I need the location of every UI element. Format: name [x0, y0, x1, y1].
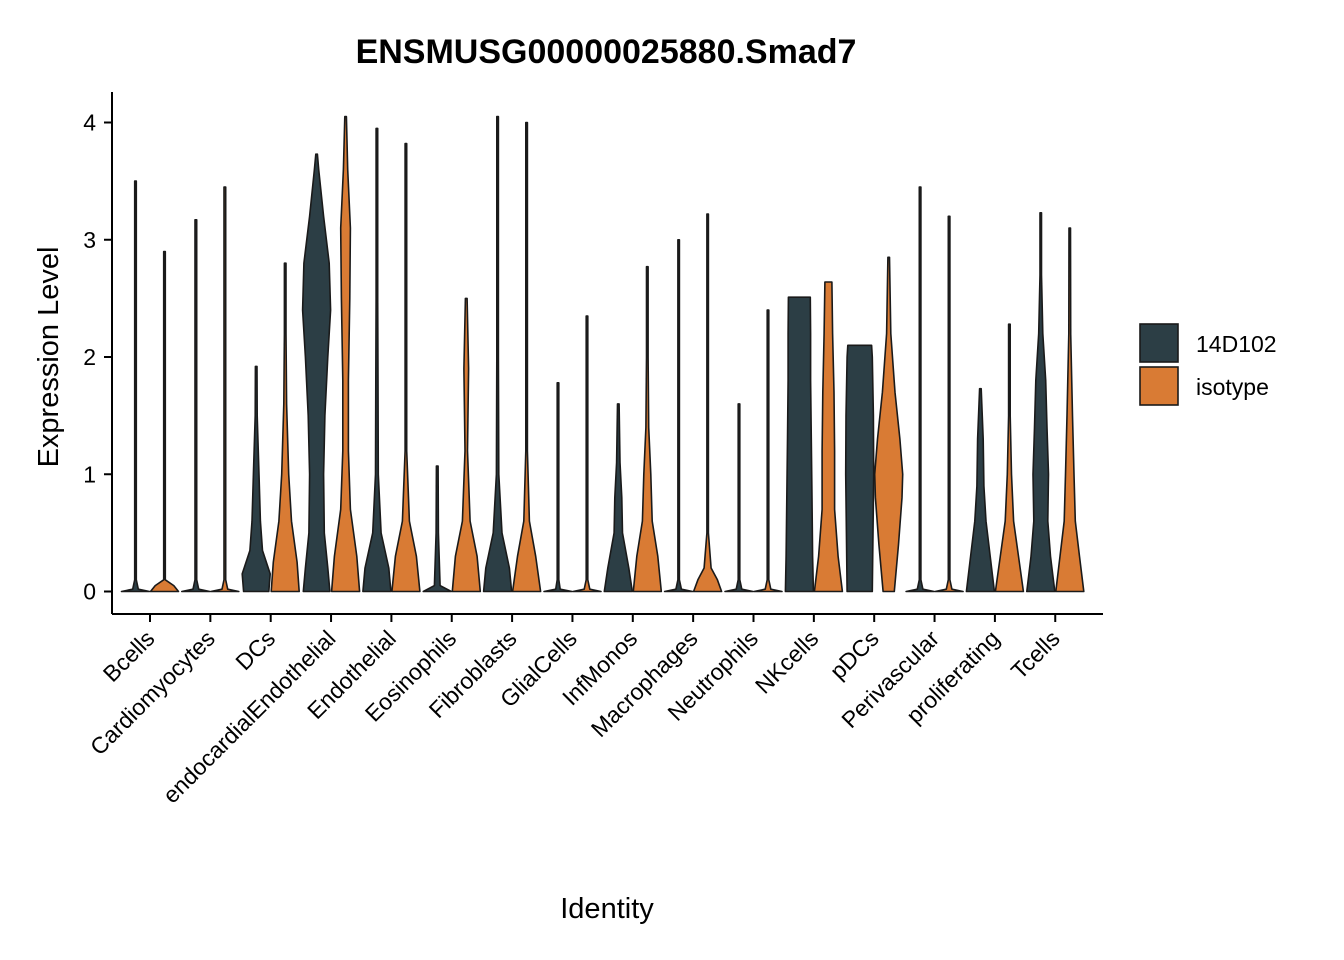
y-axis-title: Expression Level: [33, 247, 65, 468]
violin-Endothelial-isotype: [391, 142, 421, 593]
violin-Tcells-isotype: [1055, 227, 1085, 593]
violin-proliferating-isotype: [994, 323, 1025, 593]
legend-swatch: [1139, 323, 1179, 363]
violin-Neutrophils-isotype: [753, 309, 783, 593]
violin-Eosinophils-isotype: [451, 297, 482, 593]
violin-NKcells-isotype: [813, 281, 844, 593]
violin-Eosinophils-14D102: [422, 465, 453, 593]
violin-Fibroblasts-isotype: [511, 121, 542, 593]
y-tick-label: 4: [83, 110, 96, 136]
violin-Perivascular-isotype: [934, 215, 964, 593]
violin-Perivascular-14D102: [905, 186, 935, 593]
violin-endocardialEndothelial-isotype: [330, 115, 361, 593]
legend-swatch: [1139, 366, 1179, 406]
violin-Neutrophils-14D102: [724, 403, 754, 593]
x-axis-title: Identity: [560, 893, 654, 925]
violin-DCs-14D102: [241, 365, 271, 593]
violin-Macrophages-14D102: [663, 239, 694, 593]
plot-area: [120, 115, 1085, 593]
violin-Fibroblasts-14D102: [482, 115, 513, 593]
y-tick-label: 3: [83, 227, 96, 253]
violin-pDCs-isotype: [873, 256, 904, 593]
y-axis-ticks: 0 1 2 3 4: [83, 110, 112, 605]
violin-Endothelial-14D102: [362, 127, 392, 593]
violin-pDCs-14D102: [844, 344, 875, 593]
y-tick-label: 2: [83, 344, 96, 370]
violin-Cardiomyocytes-14D102: [181, 219, 211, 593]
x-tick-label: DCs: [230, 625, 280, 675]
violin-InfMonos-isotype: [632, 265, 663, 593]
violin-proliferating-14D102: [965, 387, 996, 593]
legend: 14D102 isotype: [1139, 323, 1277, 406]
violin-DCs-isotype: [270, 262, 300, 593]
violin-GlialCells-14D102: [543, 382, 573, 593]
x-tick-label: NKcells: [750, 625, 824, 699]
y-tick-label: 1: [83, 461, 96, 487]
violin-Macrophages-isotype: [692, 213, 723, 593]
violin-InfMonos-14D102: [603, 403, 634, 593]
violin-Tcells-14D102: [1026, 212, 1056, 593]
violin-endocardialEndothelial-14D102: [301, 153, 332, 593]
y-tick-label: 0: [83, 579, 96, 605]
violin-Bcells-14D102: [120, 180, 151, 593]
x-tick-label: Tcells: [1006, 625, 1065, 684]
chart-title: ENSMUSG00000025880.Smad7: [356, 33, 857, 71]
legend-label: 14D102: [1196, 331, 1277, 357]
violin-NKcells-14D102: [784, 296, 815, 593]
legend-label: isotype: [1196, 374, 1269, 400]
violin-Bcells-isotype: [149, 250, 180, 593]
violin-GlialCells-isotype: [572, 315, 602, 593]
violin-Cardiomyocytes-isotype: [210, 186, 240, 593]
